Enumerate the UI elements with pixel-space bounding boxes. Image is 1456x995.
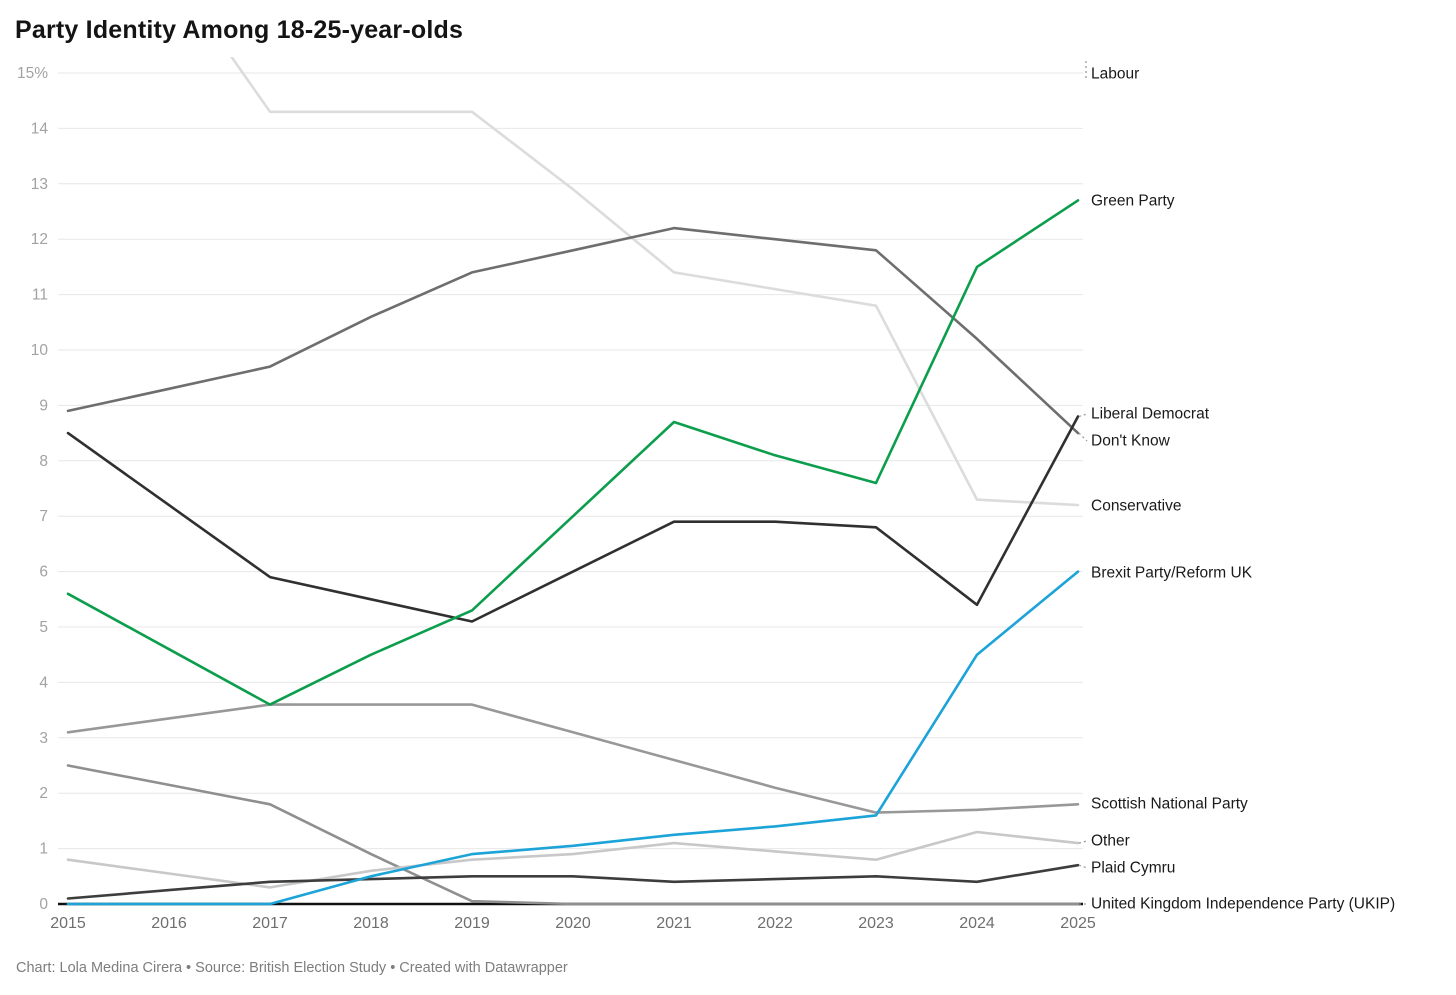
series-line-green-party [66, 199, 1080, 706]
series-line-other [66, 830, 1080, 889]
y-axis-tick-label-3: 3 [39, 730, 48, 747]
chart-title: Party Identity Among 18-25-year-olds [15, 16, 464, 44]
y-axis-tick-label-1: 1 [39, 841, 48, 858]
x-axis-tick-label-2019: 2019 [454, 915, 490, 932]
series-label-conservative: Conservative [1091, 497, 1182, 515]
series-label-labour: Labour [1091, 65, 1140, 83]
series-line-liberal-democrat [66, 415, 1080, 623]
series-lines-group [66, 57, 1080, 906]
series-line-scottish-national-party [66, 703, 1080, 814]
y-axis-tick-label-9: 9 [39, 397, 48, 414]
series-label-united-kingdom-independence-party-ukip: United Kingdom Independence Party (UKIP) [1091, 895, 1396, 913]
x-axis-tick-label-2025: 2025 [1060, 915, 1096, 932]
y-axis-tick-label-10: 10 [31, 342, 49, 359]
y-axis-tick-label-13: 13 [31, 176, 48, 193]
y-axis-tick-label-6: 6 [39, 564, 48, 581]
y-axis-tick-label-7: 7 [39, 508, 48, 525]
series-label-don-t-know: Don't Know [1091, 432, 1170, 450]
series-label-scottish-national-party: Scottish National Party [1091, 795, 1248, 813]
series-label-green-party: Green Party [1091, 192, 1175, 210]
y-axis-tick-label-15: 15% [17, 65, 48, 82]
x-axis-tick-label-2018: 2018 [353, 915, 389, 932]
x-axis-tick-label-2020: 2020 [555, 915, 591, 932]
x-axis-tick-label-2024: 2024 [959, 915, 995, 932]
label-leader-other [1078, 840, 1088, 844]
y-axis-tick-label-4: 4 [39, 674, 48, 691]
y-axis-tick-label-14: 14 [31, 120, 49, 137]
x-axis-tick-label-2021: 2021 [656, 915, 692, 932]
series-line-conservative [230, 57, 1080, 507]
x-axis-tick-label-2016: 2016 [151, 915, 187, 932]
series-label-plaid-cymru: Plaid Cymru [1091, 859, 1176, 877]
series-label-brexit-party-reform-uk: Brexit Party/Reform UK [1091, 564, 1253, 582]
x-axis-tick-label-2023: 2023 [858, 915, 894, 932]
series-label-other: Other [1091, 832, 1130, 850]
y-axis-tick-label-8: 8 [39, 453, 48, 470]
series-line-brexit-party-reform-uk [66, 570, 1080, 906]
series-line-don-t-know [66, 226, 1080, 435]
x-axis-tick-label-2022: 2022 [757, 915, 793, 932]
chart-footer-credit: Chart: Lola Medina Cirera • Source: Brit… [16, 960, 568, 976]
y-axis-tick-label-0: 0 [39, 896, 48, 913]
x-axis-tick-label-2015: 2015 [50, 915, 86, 932]
series-line-plaid-cymru [66, 863, 1080, 900]
label-leader-plaid-cymru [1078, 864, 1088, 869]
y-axis-tick-label-11: 11 [32, 287, 48, 304]
label-leader-don-t-know [1078, 432, 1088, 442]
y-axis-tick-label-2: 2 [39, 785, 48, 802]
label-leader-liberal-democrat [1078, 413, 1088, 418]
series-label-liberal-democrat: Liberal Democrat [1091, 405, 1210, 423]
series-line-united-kingdom-independence-party-ukip [66, 764, 1080, 906]
y-axis-tick-label-12: 12 [31, 231, 48, 248]
y-axis-tick-label-5: 5 [39, 619, 48, 636]
x-axis-tick-label-2017: 2017 [252, 915, 288, 932]
